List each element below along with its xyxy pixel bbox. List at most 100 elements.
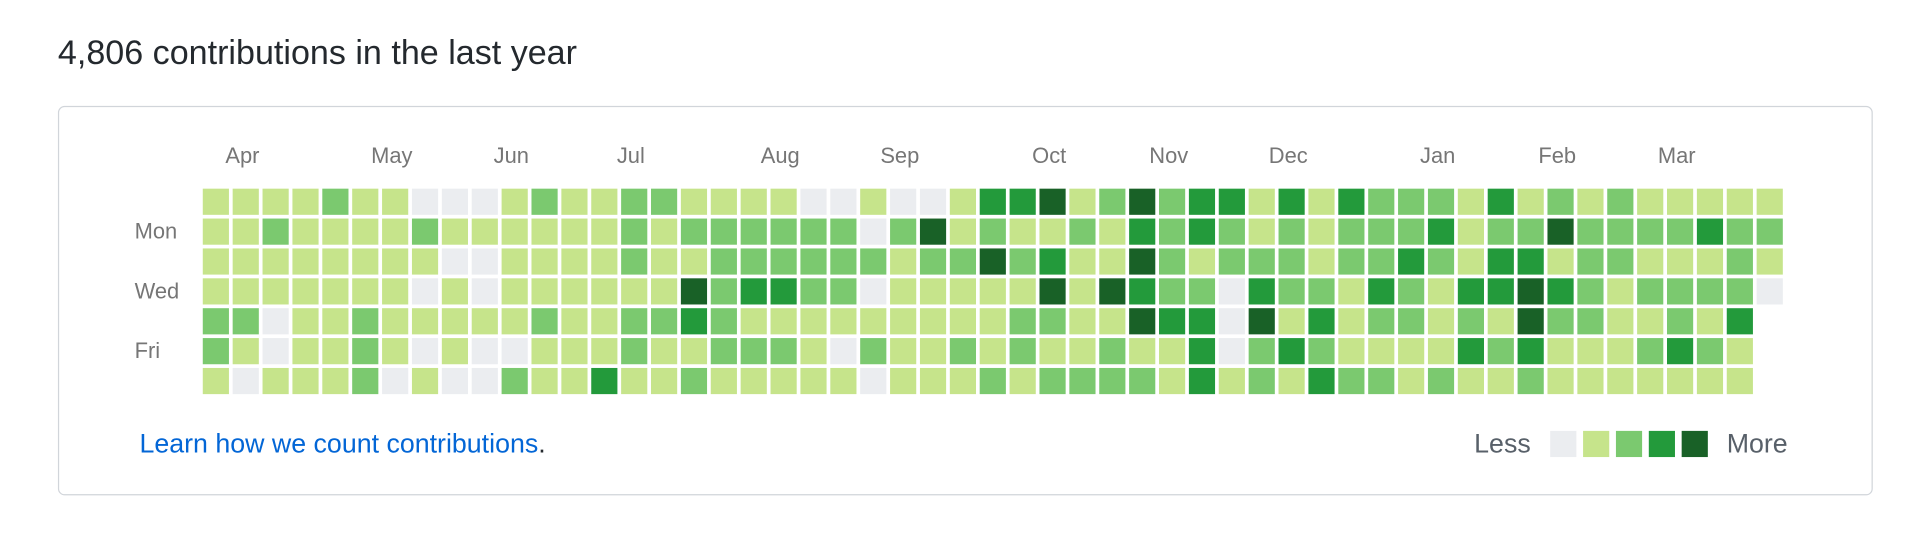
day-cell bbox=[1457, 338, 1484, 365]
day-cell bbox=[710, 248, 737, 275]
day-cell bbox=[1248, 278, 1275, 305]
day-cell bbox=[1368, 367, 1395, 395]
day-cell bbox=[800, 278, 827, 305]
day-cell bbox=[1427, 248, 1455, 275]
day-cell bbox=[830, 367, 857, 395]
day-cell bbox=[1398, 308, 1425, 335]
day-cell bbox=[710, 338, 737, 365]
day-cell bbox=[232, 367, 259, 395]
day-cell bbox=[1278, 367, 1305, 395]
day-cell bbox=[531, 308, 558, 335]
day-cell bbox=[1368, 218, 1395, 245]
day-cell bbox=[1547, 188, 1574, 215]
day-cell bbox=[1398, 218, 1425, 245]
day-cell bbox=[561, 338, 588, 365]
day-cell bbox=[1398, 367, 1425, 395]
day-cell bbox=[1338, 188, 1365, 215]
day-cell bbox=[1009, 278, 1036, 305]
day-cell bbox=[591, 338, 618, 365]
day-cell bbox=[1368, 188, 1395, 215]
day-cell bbox=[740, 188, 767, 215]
day-cell bbox=[262, 308, 289, 335]
day-cell bbox=[471, 308, 498, 335]
day-cell bbox=[441, 218, 469, 245]
day-cell bbox=[1129, 188, 1156, 215]
day-cell bbox=[292, 308, 319, 335]
day-cell bbox=[591, 218, 618, 245]
day-cell bbox=[1159, 308, 1186, 335]
day-cell bbox=[1666, 248, 1694, 275]
day-cell bbox=[1726, 338, 1753, 365]
day-cell bbox=[1547, 278, 1574, 305]
day-cell bbox=[740, 367, 767, 395]
day-cell bbox=[1487, 188, 1514, 215]
day-cell bbox=[770, 188, 797, 215]
day-cell bbox=[441, 188, 469, 215]
day-cell bbox=[441, 308, 469, 335]
day-cell bbox=[1607, 188, 1634, 215]
day-cell bbox=[800, 248, 827, 275]
day-cell bbox=[1218, 308, 1245, 335]
day-cell bbox=[1278, 218, 1305, 245]
day-cell bbox=[1129, 278, 1156, 305]
day-cell bbox=[770, 338, 797, 365]
day-cell bbox=[262, 248, 289, 275]
learn-link[interactable]: Learn how we count contributions bbox=[139, 429, 538, 459]
day-cell bbox=[949, 188, 976, 215]
day-cell bbox=[1069, 188, 1096, 215]
day-cell bbox=[1457, 278, 1484, 305]
day-cell bbox=[531, 248, 558, 275]
day-cell bbox=[322, 308, 349, 335]
day-cell bbox=[979, 248, 1006, 275]
day-cell bbox=[411, 278, 439, 305]
day-cell bbox=[501, 218, 528, 245]
day-cell bbox=[531, 278, 558, 305]
day-cell bbox=[1398, 248, 1425, 275]
day-cell bbox=[411, 218, 439, 245]
day-cell bbox=[1726, 218, 1753, 245]
day-cell bbox=[830, 308, 857, 335]
legend-swatch bbox=[1615, 430, 1643, 458]
day-cell bbox=[1517, 218, 1544, 245]
day-cell bbox=[531, 188, 558, 215]
day-cell bbox=[1188, 218, 1216, 245]
day-cell bbox=[1218, 248, 1245, 275]
day-cell bbox=[621, 338, 648, 365]
day-cell bbox=[621, 278, 648, 305]
day-cell bbox=[1427, 367, 1455, 395]
day-cell bbox=[680, 218, 708, 245]
day-cell bbox=[471, 218, 498, 245]
day-cell bbox=[322, 188, 349, 215]
day-cell bbox=[1308, 218, 1335, 245]
day-cell bbox=[1159, 367, 1186, 395]
day-cell bbox=[1338, 367, 1365, 395]
day-cell bbox=[1099, 278, 1126, 305]
day-cell bbox=[1009, 248, 1036, 275]
day-cell bbox=[1547, 338, 1574, 365]
day-cell bbox=[1069, 338, 1096, 365]
day-cell bbox=[770, 308, 797, 335]
day-cell bbox=[621, 218, 648, 245]
day-cell bbox=[561, 278, 588, 305]
day-cell bbox=[860, 367, 887, 395]
day-cell bbox=[919, 367, 947, 395]
day-cell bbox=[1517, 248, 1544, 275]
day-cell bbox=[949, 248, 976, 275]
day-cell bbox=[1338, 248, 1365, 275]
day-cell bbox=[680, 278, 708, 305]
day-cell bbox=[382, 218, 409, 245]
day-cell bbox=[860, 278, 887, 305]
day-cell bbox=[1666, 338, 1694, 365]
day-cell bbox=[979, 218, 1006, 245]
day-cell bbox=[1547, 367, 1574, 395]
day-cell bbox=[1218, 278, 1245, 305]
day-cell bbox=[1188, 367, 1216, 395]
day-cell bbox=[501, 367, 528, 395]
day-cell bbox=[322, 367, 349, 395]
month-label: Dec bbox=[1269, 143, 1308, 168]
day-cell bbox=[651, 188, 678, 215]
day-cell bbox=[292, 338, 319, 365]
day-cell bbox=[710, 308, 737, 335]
month-label: Feb bbox=[1538, 143, 1576, 168]
day-cell bbox=[1427, 338, 1455, 365]
